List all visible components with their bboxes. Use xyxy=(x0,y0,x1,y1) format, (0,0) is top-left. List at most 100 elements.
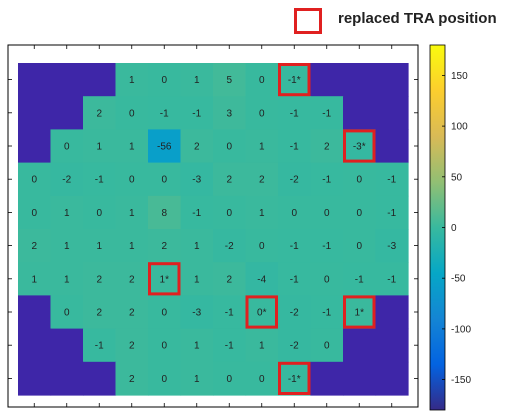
cell-value-label: -1 xyxy=(160,108,169,119)
heatmap-cell xyxy=(343,162,377,197)
cell-value-label: 1 xyxy=(259,142,265,153)
heatmap-cell xyxy=(343,129,377,164)
cell-value-label: 1 xyxy=(259,208,265,219)
heatmap-cell xyxy=(213,96,247,130)
heatmap-labels: 1 0 1 5 0 -1* 2 0 -1 -1 3 0 -1 -1 0 1 1 -56 2 0 1 -1 2 -3* 0 -2 -1… xyxy=(31,75,396,385)
cell-value-label: 0 xyxy=(129,108,135,119)
masked-cell xyxy=(18,361,52,396)
cell-value-label: 2 xyxy=(129,341,135,352)
cell-value-label: 2 xyxy=(129,308,135,319)
colorbar-tick-label: -50 xyxy=(451,274,466,285)
colorbar-ticks: 150 100 50 0 -50 -100 -150 xyxy=(442,71,471,386)
heatmap-cell xyxy=(83,295,117,330)
heatmap-cell xyxy=(213,162,247,197)
heatmap-cell xyxy=(375,162,409,197)
cell-value-label: -56 xyxy=(157,142,172,153)
heatmap-cell xyxy=(180,162,214,197)
cell-value-label: 0 xyxy=(226,374,232,385)
cell-value-label: 1 xyxy=(259,341,265,352)
cell-value-label: 0 xyxy=(324,274,330,285)
cell-value-label: 0 xyxy=(291,208,297,219)
masked-cell xyxy=(343,328,377,363)
heatmap-cell xyxy=(245,129,279,164)
masked-cell xyxy=(310,63,344,97)
cell-value-label: 2 xyxy=(96,108,102,119)
heatmap-cell xyxy=(180,295,214,330)
cell-value-label: 1 xyxy=(96,241,102,252)
cell-value-label: -1 xyxy=(290,241,299,252)
masked-cell xyxy=(83,63,117,97)
cell-value-label: -2 xyxy=(290,175,299,186)
heatmap-cell xyxy=(18,162,52,197)
legend-marker-box xyxy=(294,8,322,34)
cell-value-label: 0 xyxy=(64,142,70,153)
heatmap-cell xyxy=(83,162,117,197)
cell-value-label: -1 xyxy=(290,108,299,119)
masked-cell xyxy=(50,96,84,130)
heatmap-cell xyxy=(148,195,182,230)
highlight-boxes xyxy=(148,63,376,395)
cell-value-label: -1 xyxy=(290,274,299,285)
heatmap-cell xyxy=(148,162,182,197)
cell-value-label: 0 xyxy=(324,208,330,219)
cell-value-label: 0 xyxy=(161,75,167,86)
heatmap-cell xyxy=(83,129,117,164)
cell-value-label: -1 xyxy=(322,175,331,186)
cell-value-label: 2 xyxy=(96,308,102,319)
masked-cell xyxy=(343,96,377,130)
cell-value-label: -1* xyxy=(288,75,301,86)
replaced-position-box xyxy=(148,262,181,296)
heatmap-cell xyxy=(115,295,149,330)
heatmap-cell xyxy=(278,162,312,197)
masked-cell xyxy=(375,328,409,363)
cell-value-label: 2 xyxy=(226,175,232,186)
cell-value-label: 0* xyxy=(257,308,267,319)
heatmap-cell xyxy=(213,195,247,230)
legend-label: replaced TRA position xyxy=(338,10,497,27)
heatmap-cell xyxy=(83,195,117,230)
heatmap-cell xyxy=(245,63,279,97)
cell-value-label: 8 xyxy=(161,208,167,219)
cell-value-label: 0 xyxy=(259,241,265,252)
cell-value-label: 1 xyxy=(64,274,70,285)
cell-value-label: 5 xyxy=(226,75,232,86)
cell-value-label: 0 xyxy=(356,208,362,219)
masked-cell xyxy=(18,96,52,130)
heatmap-cell xyxy=(343,262,377,296)
cell-value-label: 2 xyxy=(259,175,265,186)
cell-value-label: -1 xyxy=(387,175,396,186)
heatmap-cell xyxy=(115,262,149,296)
cell-value-label: 0 xyxy=(31,208,37,219)
cell-value-label: 1* xyxy=(160,274,170,285)
heatmap-cell xyxy=(375,195,409,230)
heatmap-cell xyxy=(310,229,344,263)
heatmap-cell xyxy=(180,96,214,130)
cell-value-label: -1 xyxy=(322,308,331,319)
cell-value-label: -1 xyxy=(192,208,201,219)
cell-value-label: 0 xyxy=(356,175,362,186)
replaced-position-box xyxy=(278,361,311,395)
cell-value-label: 2 xyxy=(226,274,232,285)
heatmap-cell xyxy=(115,129,149,164)
cell-value-label: -2 xyxy=(290,308,299,319)
heatmap-cell xyxy=(180,229,214,263)
axis-ticks xyxy=(8,45,418,407)
cell-value-label: -3 xyxy=(192,308,201,319)
heatmap-cell xyxy=(278,328,312,363)
heatmap-cell xyxy=(213,328,247,363)
heatmap-cell xyxy=(278,295,312,330)
cell-value-label: 1 xyxy=(194,341,200,352)
cell-value-label: 0 xyxy=(226,208,232,219)
masked-cell xyxy=(18,129,52,164)
heatmap-cell xyxy=(115,195,149,230)
heatmap-cell xyxy=(180,129,214,164)
heatmap-cell xyxy=(375,229,409,263)
cell-value-label: -1 xyxy=(322,241,331,252)
heatmap-cell xyxy=(245,295,279,330)
cell-value-label: -1 xyxy=(95,341,104,352)
heatmap-cell xyxy=(213,262,247,296)
heatmap-cell xyxy=(18,262,52,296)
heatmap-cell xyxy=(83,96,117,130)
cell-value-label: 2 xyxy=(324,142,330,153)
masked-cell xyxy=(375,295,409,330)
